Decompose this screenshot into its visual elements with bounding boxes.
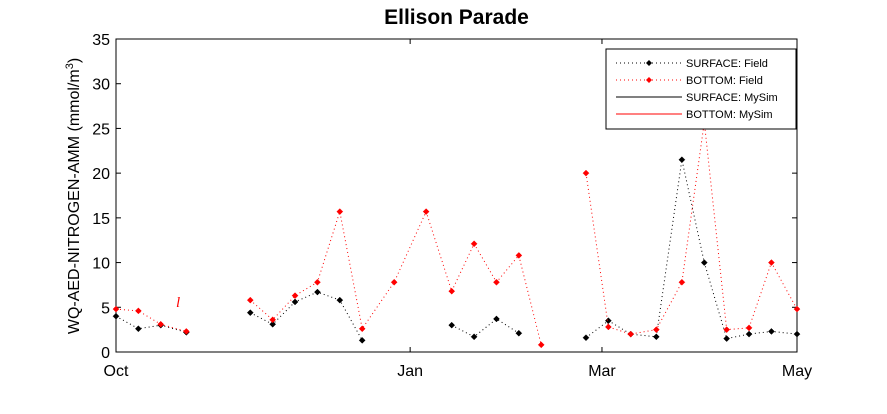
- series-line: [249, 210, 542, 345]
- data-point: [269, 320, 277, 328]
- data-point: [112, 305, 120, 313]
- data-point: [291, 292, 299, 300]
- series-layer: [112, 118, 801, 349]
- y-tick-label: 30: [92, 77, 110, 94]
- data-point: [135, 325, 142, 333]
- y-tick-label: 0: [101, 345, 110, 362]
- legend-marker: [646, 77, 652, 83]
- data-point: [745, 330, 753, 338]
- series-bottom-field: [112, 118, 801, 349]
- data-point: [768, 259, 775, 266]
- data-point: [582, 169, 590, 177]
- data-point: [723, 335, 731, 342]
- series-line: [585, 159, 798, 340]
- data-point: [678, 278, 686, 286]
- data-point: [793, 330, 801, 338]
- data-point: [652, 326, 660, 333]
- data-point: [745, 324, 753, 332]
- data-point: [470, 333, 478, 341]
- data-point: [390, 278, 398, 286]
- y-tick-label: 20: [92, 166, 110, 183]
- data-point: [605, 323, 612, 331]
- y-tick-label: 25: [92, 121, 110, 138]
- series-line: [115, 315, 187, 333]
- data-point: [314, 278, 321, 286]
- plot-area-frame: [115, 38, 798, 353]
- data-point: [269, 316, 277, 324]
- data-point: [314, 288, 321, 296]
- legend-label: BOTTOM: MySim: [686, 109, 773, 121]
- x-tick-label: Oct: [104, 363, 129, 380]
- data-point: [515, 252, 523, 259]
- y-tick-label: 15: [92, 211, 110, 228]
- data-point: [182, 328, 190, 335]
- series-line: [585, 122, 798, 335]
- series-surface-field: [112, 156, 801, 344]
- data-point: [422, 208, 430, 215]
- data-point: [135, 307, 142, 315]
- data-point: [448, 321, 456, 329]
- data-point: [291, 298, 299, 306]
- series-line: [451, 318, 520, 338]
- data-point: [157, 320, 165, 328]
- y-tick-label: 35: [92, 32, 110, 49]
- data-point: [768, 328, 775, 335]
- series-line: [115, 308, 187, 332]
- data-point: [246, 309, 254, 317]
- series-line: [250, 291, 363, 341]
- data-point: [652, 333, 660, 341]
- legend-label: SURFACE: Field: [686, 58, 768, 70]
- legend: SURFACE: Field BOTTOM: Field SURFACE: MySi…: [605, 48, 797, 130]
- legend-box: [605, 48, 797, 130]
- data-point: [493, 278, 500, 286]
- y-tick-label: 5: [101, 300, 110, 317]
- data-point: [700, 259, 708, 266]
- x-tick-label: Mar: [588, 363, 616, 380]
- y-axis-label-main: WQ-AED-NITROGEN-AMM (mmol/m: [66, 69, 83, 334]
- data-point: [112, 312, 120, 320]
- data-point: [493, 315, 500, 323]
- data-point: [336, 208, 344, 215]
- data-point: [605, 317, 612, 325]
- y-axis-label-superscript: 3: [64, 63, 76, 69]
- chart-annotation: l: [176, 295, 180, 311]
- data-point: [723, 326, 731, 333]
- legend-label: SURFACE: MySim: [686, 92, 778, 104]
- data-point: [678, 156, 686, 164]
- data-point: [793, 305, 801, 313]
- data-point: [448, 287, 456, 295]
- chart-title: Ellison Parade: [384, 6, 529, 29]
- data-point: [627, 330, 635, 338]
- x-tick-label: Jan: [397, 363, 423, 380]
- data-point: [358, 337, 366, 344]
- data-point: [246, 296, 254, 304]
- data-point: [582, 334, 590, 342]
- legend-label: BOTTOM: Field: [686, 75, 763, 87]
- y-axis-label: WQ-AED-NITROGEN-AMM (mmol/m3): [64, 58, 83, 334]
- data-point: [336, 296, 344, 304]
- data-point: [358, 325, 366, 333]
- y-axis-label-close: ): [66, 58, 83, 63]
- x-tick-label: May: [782, 363, 812, 380]
- data-point: [470, 240, 478, 248]
- y-tick-label: 10: [92, 256, 110, 273]
- data-point: [515, 329, 523, 337]
- data-point: [537, 341, 545, 349]
- legend-marker: [646, 60, 652, 66]
